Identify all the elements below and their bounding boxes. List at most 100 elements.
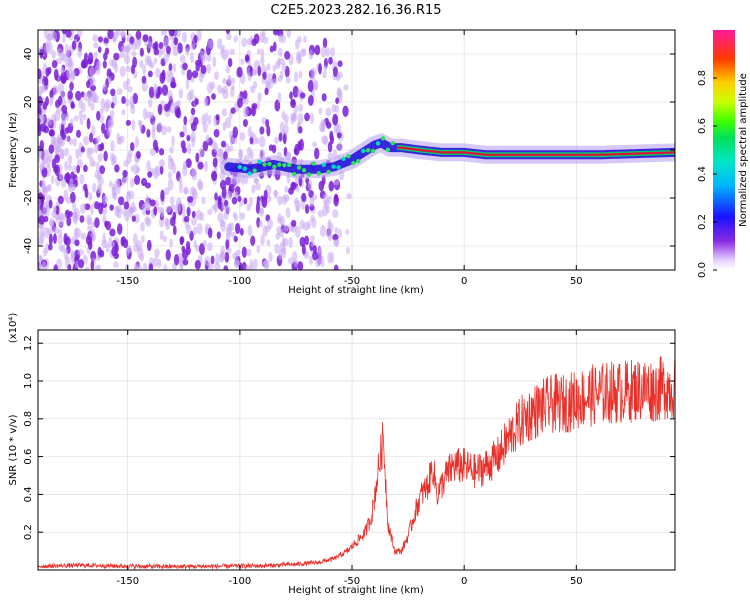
spectrogram-cell (112, 261, 119, 268)
snr-grid (38, 330, 675, 570)
spectrogram-cell (322, 70, 327, 79)
spectrogram-cell (64, 49, 71, 62)
spectrogram-cell (47, 243, 53, 251)
spectrogram-cell (83, 164, 88, 173)
spectrogram-cell (203, 96, 208, 107)
spectrogram-cell (133, 265, 139, 270)
spectrogram-cell (52, 118, 57, 130)
spectrogram-cell (228, 130, 233, 139)
spectrogram-cell (130, 64, 136, 75)
spectrogram-cell (257, 65, 262, 77)
spectrogram-cell (277, 217, 283, 224)
spectrogram-cell (175, 107, 181, 119)
spectrogram-cell (75, 148, 80, 160)
spectrogram-cell (325, 107, 332, 117)
spectrogram-cell (256, 245, 261, 254)
spectrogram-cell (329, 130, 334, 141)
colorbar-tick-label: 0.6 (697, 118, 708, 134)
spectrogram-cell (123, 201, 130, 210)
spectrogram-cell (57, 234, 63, 246)
spectrogram-cell (258, 220, 264, 228)
spectrogram-cell (233, 213, 239, 222)
spectrogram-cell (89, 76, 96, 87)
spectrogram-cell (290, 219, 297, 228)
spectrogram-cell (87, 217, 92, 225)
spectrogram-cell (80, 203, 86, 215)
spectrogram-cell (159, 148, 165, 156)
spectrogram-cell (169, 101, 176, 114)
spectrogram-cell (166, 126, 172, 133)
spectrogram-cell (178, 88, 184, 99)
spectrogram-cell (259, 207, 265, 215)
spectrogram-cell (61, 30, 67, 35)
spectrogram-cell (220, 140, 227, 148)
y-tick-label: 0 (23, 147, 34, 153)
spectrogram-cell (77, 259, 85, 269)
y-tick-label: -40 (23, 238, 34, 254)
spectrogram-cell (261, 77, 268, 84)
ridge-blob (296, 165, 302, 170)
spectrogram-cell (333, 264, 339, 270)
spectrogram-cell (141, 235, 145, 243)
spectrogram-cell (213, 202, 218, 214)
ridge-blob (247, 171, 252, 176)
spectrogram-cell (131, 215, 136, 222)
spectrogram-cell (332, 113, 339, 126)
spectrogram-cell (327, 141, 333, 153)
spectrogram-cell (134, 136, 140, 149)
spectrogram-cell (85, 235, 93, 246)
spectrogram-cell (274, 189, 278, 199)
spectrogram-cell (166, 74, 171, 83)
spectrogram-noise-field (38, 30, 352, 270)
x-tick-label: 50 (570, 576, 583, 587)
spectrogram-cell (163, 187, 170, 195)
spectrogram-cell (282, 247, 287, 254)
spectrogram-cell (259, 136, 266, 148)
spectrogram-cell (69, 191, 76, 204)
spectrogram-cell (50, 174, 55, 184)
spectrogram-cell (163, 36, 169, 49)
spectrogram-cell (206, 39, 214, 50)
spectrogram-cell (48, 199, 53, 209)
spectrogram-cell (293, 258, 299, 268)
spectrogram-cell (314, 147, 320, 160)
spectrogram-cell (94, 265, 99, 270)
spectrogram-cell (207, 208, 213, 216)
spectrogram-cell (273, 41, 277, 52)
spectrogram-cell (76, 30, 83, 38)
x-tick-label: 0 (461, 276, 467, 287)
spectrogram-cell (142, 262, 148, 270)
spectrogram-cell (139, 252, 145, 262)
spectrogram-cell (202, 120, 208, 133)
spectrogram-cell (221, 187, 227, 199)
spectrogram-cell (266, 125, 271, 137)
spectrogram-cell (104, 220, 109, 228)
spectrogram-cell (167, 89, 173, 101)
spectrogram-cell (233, 235, 238, 243)
ridge-blob (242, 166, 248, 171)
ridge-blob (356, 158, 361, 164)
spectrogram-cell (303, 251, 310, 260)
spectrogram-cell (169, 196, 175, 205)
spectrogram-cell (327, 152, 333, 160)
spectrogram-cell (78, 110, 83, 121)
spectrogram-cell (327, 219, 332, 230)
ridge-blob (385, 147, 391, 153)
spectrogram-cell (230, 231, 237, 238)
spectrogram-cell (102, 83, 107, 91)
spectrogram-cell (215, 114, 220, 121)
spectrogram-cell (212, 56, 217, 68)
spectrogram-cell (101, 122, 106, 134)
spectrogram-cell (179, 263, 184, 270)
spectrogram-cell (88, 192, 93, 201)
spectrogram-cell (72, 201, 77, 212)
spectrogram-cell (71, 211, 78, 223)
spectrogram-cell (250, 235, 256, 246)
spectrogram-cell (261, 261, 268, 268)
spectrogram-cell (146, 239, 152, 252)
spectrogram-cell (38, 68, 42, 80)
y-tick-label: 1.0 (23, 373, 34, 389)
spectrogram-cell (120, 236, 125, 247)
spectrogram-cell (55, 106, 62, 114)
spectrogram-cell (77, 47, 83, 58)
